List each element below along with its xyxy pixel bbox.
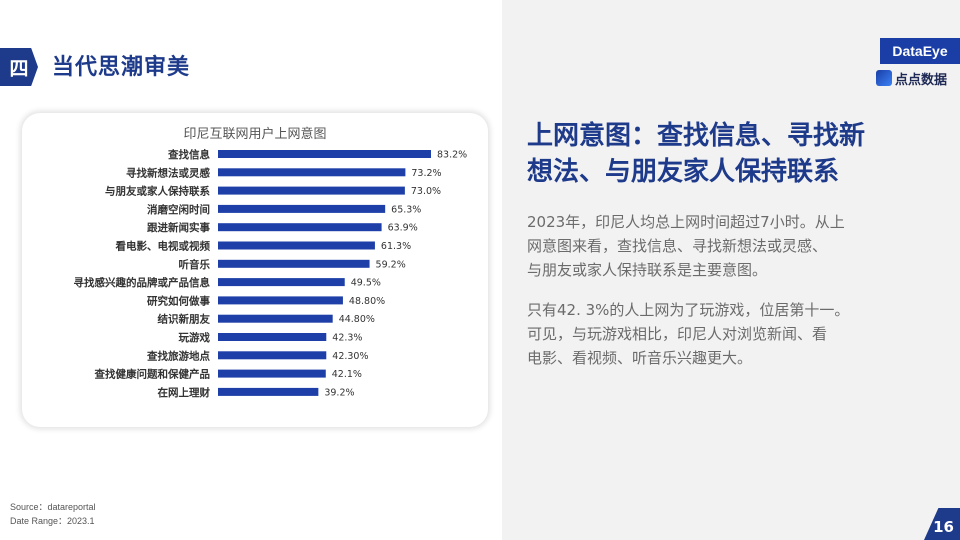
value-label: 73.0% xyxy=(411,186,441,197)
category-label: 查找健康问题和保健产品 xyxy=(94,368,211,381)
paragraph-2-line-2: 可见，与玩游戏相比，印尼人对浏览新闻、看 xyxy=(527,325,828,343)
paragraph-2-line-3: 电影、看视频、听音乐兴趣更大。 xyxy=(527,349,753,367)
chart-title: 印尼互联网用户上网意图 xyxy=(183,127,327,142)
bar xyxy=(218,259,370,268)
paragraph-2-line-1: 只有42. 3%的人上网为了玩游戏，位居第十一。 xyxy=(527,301,850,319)
bar xyxy=(218,387,319,396)
bar xyxy=(218,314,333,323)
category-label: 听音乐 xyxy=(179,258,211,271)
right-panel xyxy=(502,0,960,540)
dataeye-logo: DataEye xyxy=(880,38,960,64)
value-label: 73.2% xyxy=(411,168,441,179)
category-label: 跟进新闻实事 xyxy=(147,221,210,234)
diandian-logo-text: 点点数据 xyxy=(895,72,948,88)
value-label: 83.2% xyxy=(437,150,467,161)
section-number-badge: 四 xyxy=(0,48,38,86)
bar xyxy=(218,204,386,213)
paragraph-2: 只有42. 3%的人上网为了玩游戏，位居第十一。 可见，与玩游戏相比，印尼人对浏… xyxy=(527,298,927,370)
headline-line-1: 上网意图：查找信息、寻找新 xyxy=(527,121,866,151)
bar xyxy=(218,333,327,341)
bar xyxy=(218,150,431,158)
bar xyxy=(218,296,343,305)
category-label: 寻找新想法或灵感 xyxy=(126,166,210,179)
value-label: 42.30% xyxy=(332,351,368,362)
source-text: Source：datareportal xyxy=(10,502,96,512)
value-label: 39.2% xyxy=(324,387,354,398)
bar-chart: 查找信息 83.2% 寻找新想法或灵感 73.2% 与朋友或家人保持联系 73.0% 消磨空… xyxy=(74,148,468,399)
value-label: 61.3% xyxy=(381,241,411,252)
category-label: 研究如何做事 xyxy=(147,294,210,307)
category-label: 消磨空闲时间 xyxy=(147,203,210,216)
date-range-text: Date Range：2023.1 xyxy=(10,516,95,526)
bar xyxy=(218,369,326,378)
bar xyxy=(218,223,382,232)
chart-card: 印尼互联网用户上网意图 查找信息 83.2% 寻找新想法或灵感 73.2% 与朋友或家人… xyxy=(22,113,488,427)
value-label: 65.3% xyxy=(391,204,421,215)
bar xyxy=(218,241,375,250)
value-label: 49.5% xyxy=(351,278,381,289)
value-label: 63.9% xyxy=(388,223,418,234)
bar xyxy=(218,168,406,177)
category-label: 查找旅游地点 xyxy=(146,349,210,362)
category-label: 与朋友或家人保持联系 xyxy=(105,185,210,198)
value-label: 59.2% xyxy=(376,259,406,270)
paragraph-1-line-3: 与朋友或家人保持联系是主要意图。 xyxy=(527,261,768,279)
bar xyxy=(218,186,405,195)
category-label: 查找信息 xyxy=(167,148,210,161)
diandian-logo: 点点数据 xyxy=(876,68,960,88)
bar xyxy=(218,351,327,360)
category-label: 寻找感兴趣的品牌或产品信息 xyxy=(74,276,211,289)
headline-line-2: 想法、与朋友家人保持联系 xyxy=(527,157,840,187)
value-label: 42.3% xyxy=(332,333,362,344)
value-label: 44.80% xyxy=(339,314,375,325)
value-label: 48.80% xyxy=(349,296,385,307)
category-label: 在网上理财 xyxy=(158,386,211,399)
category-label: 看电影、电视或视频 xyxy=(116,240,211,253)
section-title: 当代思潮审美 xyxy=(52,55,191,80)
diandian-logo-icon xyxy=(876,70,892,86)
headline: 上网意图：查找信息、寻找新 想法、与朋友家人保持联系 xyxy=(527,118,927,190)
paragraph-1: 2023年，印尼人均总上网时间超过7小时。从上 网意图来看，查找信息、寻找新想法… xyxy=(527,210,927,282)
paragraph-1-line-2: 网意图来看，查找信息、寻找新想法或灵感、 xyxy=(527,237,828,255)
category-label: 玩游戏 xyxy=(179,331,211,344)
value-label: 42.1% xyxy=(332,369,362,380)
category-label: 结识新朋友 xyxy=(158,313,211,326)
paragraph-1-line-1: 2023年，印尼人均总上网时间超过7小时。从上 xyxy=(527,213,845,231)
bar xyxy=(218,278,345,287)
